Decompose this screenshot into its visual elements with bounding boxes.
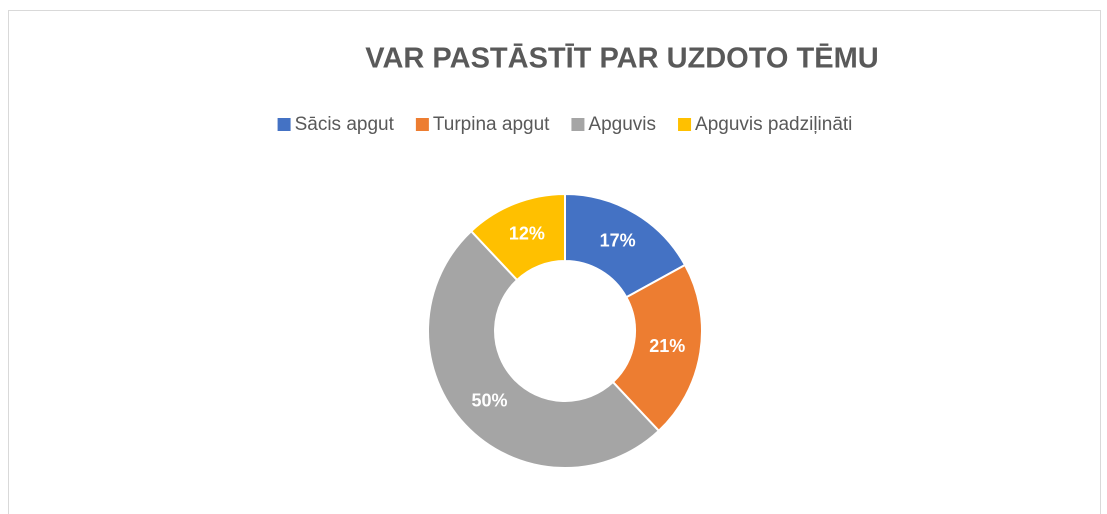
legend-swatch	[415, 118, 429, 131]
legend-label: Turpina apgut	[433, 114, 550, 135]
donut-segment	[564, 192, 687, 299]
legend-label: Apguvis	[588, 114, 656, 135]
data-label: 50%	[472, 391, 508, 411]
data-label: 17%	[600, 231, 636, 251]
legend-label: Apguvis padziļināti	[695, 114, 852, 135]
donut-segment	[427, 229, 661, 469]
chart-title: VAR PASTĀSTĪT PAR UZDOTO TĒMU	[365, 43, 878, 75]
data-label: 12%	[509, 224, 545, 244]
legend-swatch	[678, 118, 692, 131]
legend-label: Sācis apgut	[295, 114, 395, 135]
donut-segment	[611, 263, 703, 433]
data-label: 21%	[649, 336, 685, 356]
legend-swatch	[277, 118, 291, 131]
legend-swatch	[571, 118, 585, 131]
donut-segment	[469, 192, 566, 282]
